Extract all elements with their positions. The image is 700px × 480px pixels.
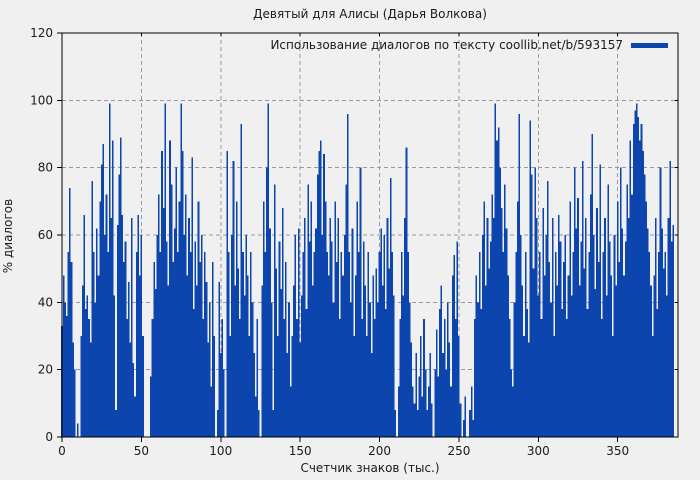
x-tick-label: 300 [527, 444, 550, 458]
legend-label: Использование диалогов по тексту coollib… [270, 38, 623, 52]
x-tick-label: 250 [447, 444, 470, 458]
y-tick-label: 100 [30, 93, 53, 107]
bars [61, 103, 675, 438]
y-tick-label: 80 [38, 161, 53, 175]
y-tick-label: 20 [38, 363, 53, 377]
chart-title: Девятый для Алисы (Дарья Волкова) [253, 7, 487, 21]
y-tick-label: 40 [38, 295, 53, 309]
x-tick-label: 350 [606, 444, 629, 458]
y-tick-label: 0 [45, 430, 53, 444]
y-tick-label: 60 [38, 228, 53, 242]
y-tick-label: 120 [30, 26, 53, 40]
x-tick-label: 100 [209, 444, 232, 458]
x-tick-label: 50 [134, 444, 149, 458]
x-tick-label: 200 [368, 444, 391, 458]
x-tick-label: 0 [58, 444, 66, 458]
legend: Использование диалогов по тексту coollib… [270, 38, 668, 52]
y-axis-label: % диалогов [1, 198, 15, 274]
x-axis-label: Счетчик знаков (тыс.) [300, 461, 440, 475]
x-tick-label: 150 [289, 444, 312, 458]
legend-swatch [631, 42, 668, 48]
